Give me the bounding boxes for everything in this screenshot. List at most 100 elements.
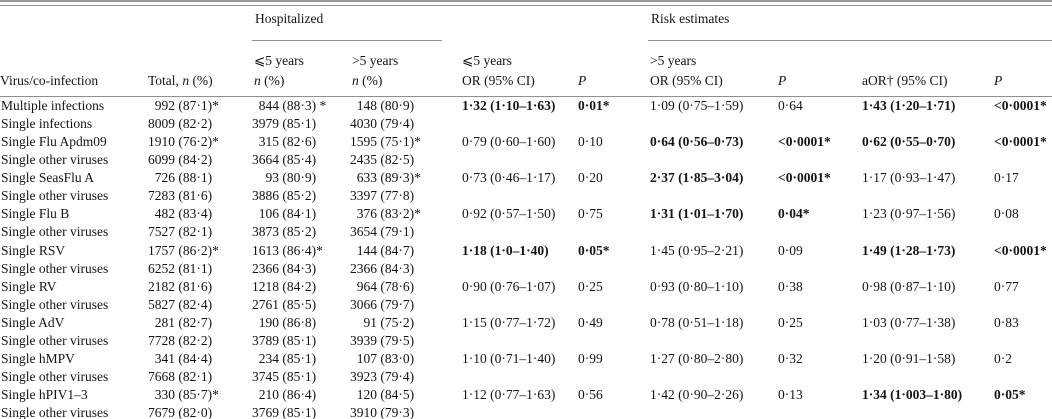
cell-or_gt5 (648, 151, 776, 169)
spanner-row: Hospitalized Risk estimates (0, 5, 1052, 41)
cell-or_le5: 0·73 (0·46–1·17) (462, 170, 556, 186)
cell-total: 6099 (84·2) (148, 152, 213, 168)
cell-p_le5: 0·05* (578, 242, 610, 258)
cell-or_le5 (442, 115, 560, 133)
cell-p_aor (992, 115, 1052, 133)
cell-aor: 0·62 (0·55–0·70) (862, 133, 956, 149)
table-top-rule (0, 0, 1052, 6)
cell-total: 341 (84·4) (154, 351, 213, 367)
cell-or_le5 (442, 368, 560, 386)
cell-aor (860, 187, 992, 205)
cell-p_aor (992, 223, 1052, 241)
cell-virus: Single other viruses (1, 260, 109, 276)
cell-p_aor (992, 332, 1052, 350)
cell-aor: 1·49 (1·28–1·73) (862, 242, 956, 258)
cell-or_le5: 0·79 (0·60–1·60) (462, 133, 556, 149)
cell-or_gt5 (648, 259, 776, 277)
cell-le5: 106 (84·1) (258, 206, 317, 222)
cell-le5: 3769 (85·1) (252, 405, 317, 419)
cell-p_le5 (560, 187, 648, 205)
cell-or_gt5: 0·64 (0·56–0·73) (650, 133, 744, 149)
cell-p_gt5 (776, 115, 860, 133)
cell-total: 281 (82·7) (154, 314, 213, 330)
cell-p_le5: 0·01* (578, 97, 610, 113)
table-row: Single infections 8009 (82·2) 3979 (85·1) 4… (0, 115, 1052, 133)
table-row: Single SeasFlu A 726 (88·1) 93 (80·9) 633 (… (0, 169, 1052, 187)
cell-p_le5 (560, 296, 648, 314)
cell-le5: 3789 (85·1) (252, 333, 317, 349)
cell-or_le5 (442, 332, 560, 350)
cell-le5: 210 (86·4) (258, 387, 317, 403)
cell-p_gt5 (776, 296, 860, 314)
cell-gt5: 4030 (79·4) (350, 115, 415, 131)
cell-or_le5 (442, 296, 560, 314)
cell-gt5: 148 (80·9) (356, 97, 415, 113)
cell-aor: 1·43 (1·20–1·71) (862, 97, 956, 113)
cell-or_le5: 1·15 (0·77–1·72) (462, 314, 556, 330)
cell-gt5: 91 (75·2) (363, 314, 415, 330)
cell-p_le5 (560, 259, 648, 277)
table-row: Single other viruses 7728 (82·2) 3789 (85·… (0, 332, 1052, 350)
cell-le5: 1613 (86·4)* (252, 242, 323, 258)
cell-p_le5: 0·56 (578, 387, 603, 403)
cell-le5: 1218 (84·2) (252, 278, 317, 294)
cell-virus: Multiple infections (1, 97, 105, 113)
cell-aor (860, 151, 992, 169)
cell-or_gt5: 1·31 (1·01–1·70) (650, 206, 744, 222)
cell-le5: 2761 (85·5) (252, 296, 317, 312)
cell-le5: 3664 (85·4) (252, 152, 317, 168)
cell-aor: 0·98 (0·87–1·10) (862, 278, 956, 294)
col-header-total: Total, n (%) (148, 40, 252, 97)
cell-p_aor (992, 187, 1052, 205)
col-header-gt5: >5 years n (%) (350, 40, 443, 97)
cell-p_gt5: 0·38 (778, 278, 803, 294)
cell-total: 7728 (82·2) (148, 333, 213, 349)
cell-virus: Single other viruses (1, 405, 109, 419)
cell-virus: Single hPIV1–3 (1, 387, 88, 403)
cell-or_le5: 1·12 (0·77–1·63) (462, 387, 556, 403)
cell-p_gt5: 0·25 (778, 314, 803, 330)
cell-p_gt5 (776, 259, 860, 277)
spanner-empty (0, 6, 252, 41)
cell-total: 7527 (82·1) (148, 224, 213, 240)
cell-p_le5: 0·75 (578, 206, 603, 222)
cell-gt5: 633 (89·3)* (356, 170, 421, 186)
cell-gt5: 964 (78·6) (356, 278, 415, 294)
cell-p_aor: <0·0001* (994, 133, 1047, 149)
cell-or_le5 (442, 187, 560, 205)
cell-or_le5: 1·10 (0·71–1·40) (462, 351, 556, 367)
cell-gt5: 3654 (79·1) (350, 224, 415, 240)
cell-gt5: 2435 (82·5) (350, 152, 415, 168)
table-row: Single other viruses 7527 (82·1) 3873 (85·… (0, 223, 1052, 241)
cell-or_le5 (442, 404, 560, 419)
cell-gt5: 144 (84·7) (356, 242, 415, 258)
cell-aor (860, 296, 992, 314)
cell-total: 5827 (82·4) (148, 296, 213, 312)
cell-p_le5: 0·20 (578, 170, 603, 186)
cell-p_aor: <0·0001* (994, 97, 1047, 113)
cell-p_gt5: <0·0001* (778, 133, 831, 149)
cell-total: 6252 (81·1) (148, 260, 213, 276)
cell-p_aor (992, 259, 1052, 277)
cell-p_gt5 (776, 223, 860, 241)
cell-aor: 1·34 (1·003–1·80) (862, 387, 963, 403)
cell-virus: Single other viruses (1, 296, 109, 312)
table-row: Single other viruses 7668 (82·1) 3745 (85·… (0, 368, 1052, 386)
col-header-le5: ⩽5 years n (%) (252, 40, 350, 97)
table-row: Single RSV 1757 (86·2)* 1613 (86·4)* 144 (8… (0, 241, 1052, 259)
cell-or_le5: 1·32 (1·10–1·63) (462, 97, 556, 113)
cell-p_le5 (560, 368, 648, 386)
cell-virus: Single other viruses (1, 152, 109, 168)
cell-or_gt5 (648, 332, 776, 350)
cell-virus: Single hMPV (1, 351, 75, 367)
cell-le5: 93 (80·9) (265, 170, 317, 186)
table-header: Hospitalized Risk estimates Virus/co-infec… (0, 5, 1052, 97)
cell-p_aor: <0·0001* (994, 242, 1047, 258)
cell-p_le5 (560, 404, 648, 419)
cell-p_le5: 0·10 (578, 133, 603, 149)
column-header-row: Virus/co-infection Total, n (%) ⩽5 years n … (0, 40, 1052, 97)
cell-total: 2182 (81·6) (148, 278, 213, 294)
cell-or_gt5: 1·27 (0·80–2·80) (650, 351, 744, 367)
cell-aor: 1·17 (0·93–1·47) (862, 170, 956, 186)
cell-p_gt5: 0·64 (778, 97, 803, 113)
